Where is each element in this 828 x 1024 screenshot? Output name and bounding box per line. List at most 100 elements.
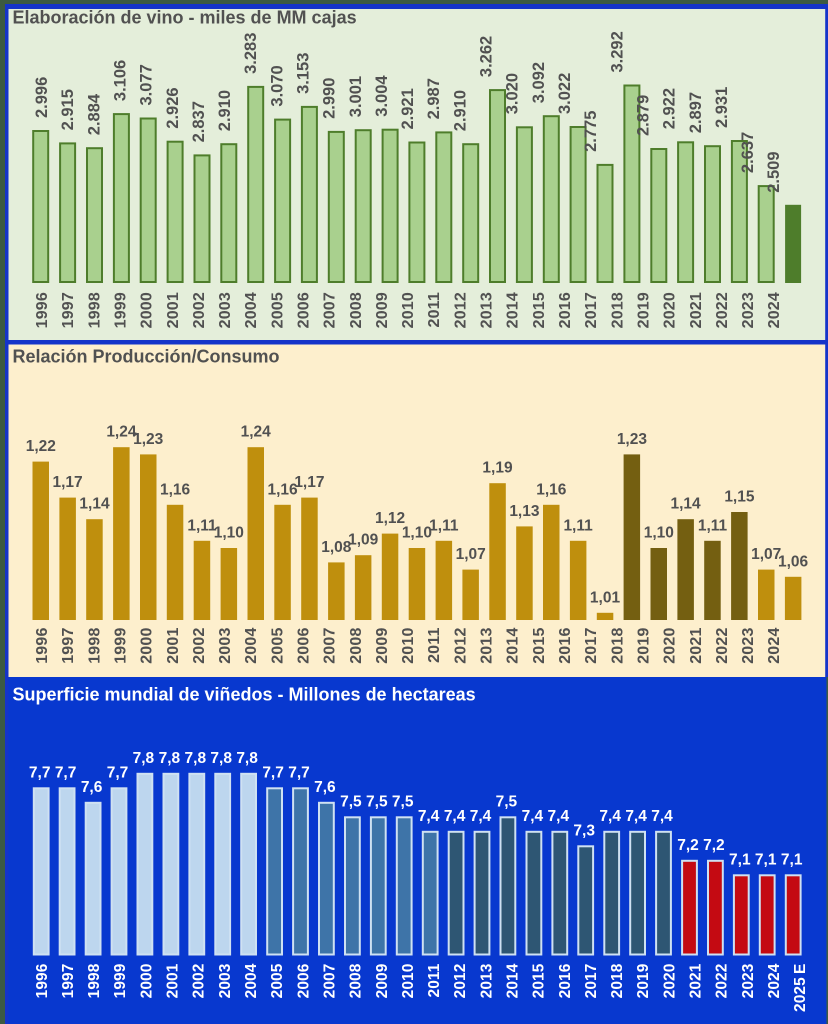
- svg-text:2022: 2022: [714, 627, 731, 663]
- svg-text:2023: 2023: [740, 292, 757, 328]
- svg-text:2010: 2010: [400, 627, 417, 663]
- svg-text:7,7: 7,7: [107, 764, 129, 781]
- svg-text:1,10: 1,10: [402, 525, 432, 542]
- svg-text:2002: 2002: [191, 292, 208, 328]
- svg-text:7,7: 7,7: [29, 764, 51, 781]
- svg-text:2009: 2009: [374, 292, 391, 328]
- svg-text:1,16: 1,16: [536, 481, 567, 498]
- svg-text:3.022: 3.022: [556, 73, 574, 114]
- svg-text:2023: 2023: [740, 627, 757, 663]
- svg-text:7,5: 7,5: [496, 793, 518, 810]
- svg-text:2003: 2003: [217, 963, 234, 998]
- svg-text:2012: 2012: [452, 627, 469, 663]
- svg-text:1,10: 1,10: [214, 525, 244, 542]
- svg-text:1999: 1999: [112, 963, 129, 998]
- svg-text:2025 E: 2025 E: [792, 964, 809, 1013]
- svg-text:2007: 2007: [322, 627, 339, 663]
- svg-text:2005: 2005: [269, 292, 286, 328]
- svg-text:2001: 2001: [165, 627, 182, 663]
- svg-text:1,10: 1,10: [644, 525, 674, 542]
- svg-text:7,8: 7,8: [185, 750, 207, 767]
- svg-text:2000: 2000: [139, 292, 156, 328]
- svg-text:2.910: 2.910: [451, 90, 469, 131]
- svg-text:1997: 1997: [60, 964, 77, 999]
- svg-text:7,2: 7,2: [703, 837, 725, 854]
- svg-text:2.879: 2.879: [634, 95, 652, 136]
- svg-text:2001: 2001: [165, 292, 182, 328]
- svg-text:2016: 2016: [557, 627, 574, 663]
- svg-text:2010: 2010: [400, 292, 417, 328]
- svg-text:2014: 2014: [505, 292, 522, 328]
- svg-text:2022: 2022: [714, 964, 731, 999]
- svg-text:1,14: 1,14: [79, 496, 110, 513]
- svg-text:2012: 2012: [452, 292, 469, 328]
- svg-text:1,11: 1,11: [429, 517, 459, 534]
- svg-text:7,4: 7,4: [599, 808, 621, 825]
- svg-text:2019: 2019: [635, 292, 652, 328]
- svg-text:3.070: 3.070: [268, 65, 286, 106]
- svg-text:2006: 2006: [295, 963, 312, 998]
- svg-text:1,16: 1,16: [268, 481, 299, 498]
- svg-text:1,07: 1,07: [456, 546, 486, 563]
- svg-text:2002: 2002: [191, 627, 208, 663]
- svg-text:1,12: 1,12: [375, 510, 405, 527]
- svg-text:7,4: 7,4: [548, 808, 570, 825]
- svg-text:1997: 1997: [60, 292, 77, 328]
- svg-text:2002: 2002: [191, 964, 208, 999]
- svg-text:3.077: 3.077: [138, 64, 156, 105]
- svg-text:2005: 2005: [269, 627, 286, 663]
- svg-text:7,8: 7,8: [236, 750, 258, 767]
- svg-text:2019: 2019: [635, 627, 652, 663]
- svg-text:2013: 2013: [478, 963, 495, 998]
- svg-text:1998: 1998: [86, 292, 103, 328]
- svg-text:2.884: 2.884: [85, 93, 103, 135]
- svg-text:1,11: 1,11: [187, 517, 217, 534]
- svg-text:1996: 1996: [34, 627, 51, 663]
- svg-text:3.106: 3.106: [111, 60, 129, 101]
- svg-text:1,13: 1,13: [509, 503, 540, 520]
- svg-text:7,4: 7,4: [418, 808, 440, 825]
- svg-text:2007: 2007: [322, 292, 339, 328]
- svg-text:1,23: 1,23: [133, 431, 164, 448]
- svg-text:2005: 2005: [269, 963, 286, 998]
- svg-text:2016: 2016: [557, 963, 574, 998]
- svg-text:2004: 2004: [243, 963, 260, 998]
- svg-text:7,5: 7,5: [366, 793, 388, 810]
- svg-text:2015: 2015: [531, 292, 548, 328]
- svg-text:2.775: 2.775: [582, 111, 600, 152]
- svg-text:2012: 2012: [452, 964, 469, 999]
- svg-text:7,3: 7,3: [573, 822, 595, 839]
- svg-text:1,17: 1,17: [53, 474, 83, 491]
- svg-text:2009: 2009: [374, 627, 391, 663]
- svg-text:2006: 2006: [296, 292, 313, 328]
- svg-text:2.921: 2.921: [399, 88, 417, 129]
- svg-text:1,06: 1,06: [778, 553, 809, 570]
- svg-text:Relación Producción/Consumo: Relación Producción/Consumo: [13, 347, 280, 367]
- svg-text:3.001: 3.001: [347, 76, 365, 117]
- svg-text:2021: 2021: [688, 963, 705, 998]
- svg-text:2017: 2017: [583, 627, 600, 663]
- svg-text:1999: 1999: [112, 292, 129, 328]
- svg-text:1,23: 1,23: [617, 431, 648, 448]
- svg-text:2008: 2008: [348, 627, 365, 663]
- svg-text:2010: 2010: [400, 964, 417, 999]
- svg-text:2013: 2013: [479, 292, 496, 328]
- svg-text:3.283: 3.283: [242, 33, 260, 74]
- svg-text:2018: 2018: [609, 627, 626, 663]
- svg-text:7,1: 7,1: [781, 851, 803, 868]
- svg-text:7,8: 7,8: [159, 750, 181, 767]
- svg-text:7,4: 7,4: [522, 808, 544, 825]
- svg-text:3.262: 3.262: [478, 36, 496, 77]
- svg-text:2003: 2003: [217, 292, 234, 328]
- svg-text:1,16: 1,16: [160, 481, 191, 498]
- svg-text:1998: 1998: [86, 627, 103, 663]
- svg-text:2019: 2019: [635, 963, 652, 998]
- svg-text:7,7: 7,7: [262, 764, 284, 781]
- svg-text:2006: 2006: [296, 627, 313, 663]
- svg-text:2014: 2014: [505, 627, 522, 663]
- svg-text:2017: 2017: [583, 964, 600, 999]
- svg-text:Superficie mundial de viñedos: Superficie mundial de viñedos - Millones…: [13, 685, 476, 705]
- svg-text:7,5: 7,5: [392, 793, 414, 810]
- svg-text:2022: 2022: [714, 292, 731, 328]
- svg-text:7,7: 7,7: [55, 764, 77, 781]
